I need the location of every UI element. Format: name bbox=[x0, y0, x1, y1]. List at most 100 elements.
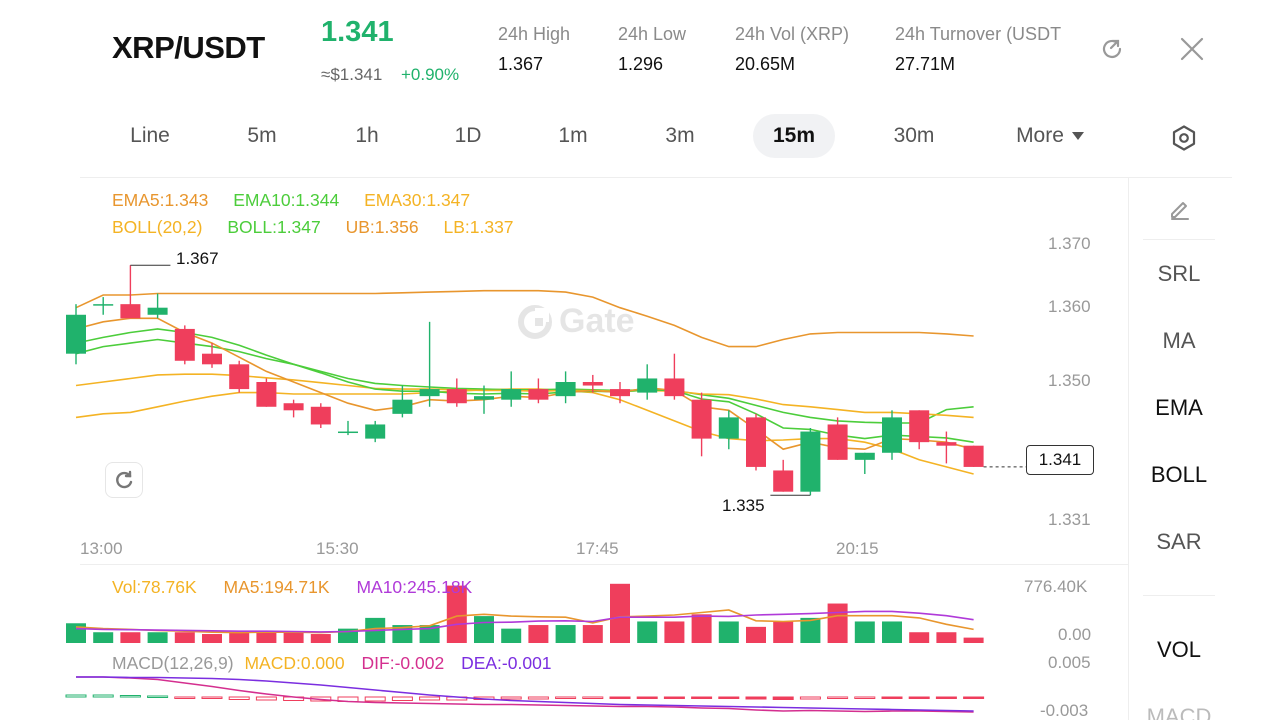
candle-body bbox=[392, 399, 413, 414]
pencil-icon[interactable] bbox=[1162, 192, 1198, 226]
macd-hist-bar bbox=[963, 696, 985, 699]
tab-1d[interactable]: 1D bbox=[454, 124, 482, 147]
macd-hist-bar bbox=[854, 696, 876, 699]
candle-body bbox=[174, 328, 195, 361]
sidebar-item-ema[interactable]: EMA bbox=[1155, 395, 1203, 420]
candle-body bbox=[773, 470, 794, 492]
ema10-line bbox=[75, 328, 974, 443]
caret-down-icon bbox=[1071, 132, 1084, 140]
boll-ub-line bbox=[75, 289, 974, 348]
candle-body bbox=[446, 389, 467, 404]
vol-ma5-line bbox=[75, 609, 974, 634]
candle-body bbox=[66, 314, 86, 354]
tab-line[interactable]: Line bbox=[130, 124, 170, 147]
candle-body bbox=[827, 424, 848, 460]
tabs-divider bbox=[80, 177, 1232, 178]
macd-hist-bar bbox=[119, 695, 141, 698]
volume-bar bbox=[800, 617, 821, 643]
candle-body bbox=[501, 389, 522, 400]
candle-body bbox=[909, 410, 930, 443]
macd-dea-line bbox=[76, 676, 974, 712]
price-change: +0.90% bbox=[401, 65, 460, 84]
price-tick: 1.360 bbox=[1048, 297, 1091, 316]
candle-body bbox=[664, 378, 685, 397]
macd-hist-bar bbox=[881, 696, 903, 699]
more-label: More bbox=[1016, 124, 1064, 147]
candle-body bbox=[746, 417, 766, 467]
macd-hist-bar bbox=[65, 694, 87, 698]
candle-body bbox=[474, 396, 494, 400]
macd-hist-bar bbox=[582, 696, 604, 699]
sidebar-item-srl[interactable]: SRL bbox=[1157, 261, 1201, 286]
stat-vol-value: 20.65M bbox=[735, 54, 796, 74]
stat-turnover-value: 27.71M bbox=[895, 54, 956, 74]
reset-chart-button[interactable] bbox=[105, 462, 143, 498]
tab-1m[interactable]: 1m bbox=[558, 124, 588, 147]
settings-icon[interactable] bbox=[1166, 120, 1202, 156]
volume-bar bbox=[147, 632, 168, 643]
macd-hist-bar bbox=[691, 696, 713, 699]
macd-hist-bar bbox=[935, 696, 957, 699]
tab-1h[interactable]: 1h bbox=[355, 124, 379, 147]
macd-hist-bar bbox=[827, 696, 849, 699]
gate-logo-icon bbox=[518, 304, 552, 339]
volume-bar bbox=[310, 634, 331, 643]
ema10-label: EMA10:1.344 bbox=[233, 190, 340, 210]
candle-body bbox=[528, 389, 549, 400]
macd-value-label: MACD:0.000 bbox=[244, 653, 345, 673]
tab-30m[interactable]: 30m bbox=[893, 124, 935, 147]
volume-bar bbox=[854, 621, 875, 643]
candle-body bbox=[338, 431, 358, 434]
sidebar-item-vol[interactable]: VOL bbox=[1156, 637, 1202, 662]
volume-bar bbox=[528, 625, 549, 643]
sidebar-item-macd[interactable]: MACD bbox=[1146, 704, 1212, 720]
candle-body bbox=[637, 378, 658, 393]
tab-3m[interactable]: 3m bbox=[665, 124, 695, 147]
close-icon[interactable] bbox=[1176, 33, 1208, 65]
candle-body bbox=[202, 353, 222, 365]
sidebar-item-boll[interactable]: BOLL bbox=[1150, 462, 1208, 487]
share-icon[interactable] bbox=[1096, 33, 1128, 65]
volume-bar bbox=[936, 632, 957, 643]
volume-bar bbox=[909, 632, 930, 643]
candle-body bbox=[854, 452, 875, 460]
macd-title: MACD(12,26,9) bbox=[112, 653, 234, 673]
volume-bar bbox=[501, 628, 522, 643]
candle-body bbox=[256, 382, 277, 407]
candle-body bbox=[555, 382, 576, 397]
price-tick: 1.350 bbox=[1048, 371, 1091, 390]
ema5-line bbox=[75, 317, 974, 451]
sidebar-divider bbox=[1128, 178, 1129, 720]
candle-body bbox=[365, 424, 386, 439]
candle-body bbox=[936, 442, 957, 446]
tab-more[interactable]: More bbox=[1002, 114, 1098, 158]
volume-bar bbox=[773, 621, 794, 643]
volume-bar bbox=[120, 632, 141, 643]
macd-hist-bar bbox=[364, 696, 386, 702]
volume-bar bbox=[256, 632, 277, 643]
sidebar-separator bbox=[1143, 239, 1215, 240]
high-marker-label: 1.367 bbox=[176, 249, 219, 268]
ema5-label: EMA5:1.343 bbox=[112, 190, 209, 210]
volume-max-tick: 776.40K bbox=[1024, 577, 1088, 596]
tab-5m[interactable]: 5m bbox=[247, 124, 277, 147]
sidebar-item-ma[interactable]: MA bbox=[1162, 328, 1196, 353]
dea-label: DEA:-0.001 bbox=[461, 653, 552, 673]
macd-min-tick: -0.003 bbox=[1040, 701, 1089, 720]
macd-hist-bar bbox=[555, 696, 577, 699]
macd-hist-bar bbox=[174, 696, 196, 699]
macd-hist-bar bbox=[201, 696, 223, 699]
vol-label: Vol:78.76K bbox=[112, 577, 197, 597]
ema30-line bbox=[75, 373, 974, 419]
stat-low-label: 24h Low bbox=[618, 24, 687, 44]
volume-bar bbox=[446, 585, 467, 643]
vol-ma10-label: MA10:245.18K bbox=[356, 577, 473, 597]
tab-15m[interactable]: 15m bbox=[753, 114, 835, 158]
boll-label: BOLL(20,2) bbox=[112, 217, 203, 237]
sidebar-item-sar[interactable]: SAR bbox=[1156, 529, 1202, 554]
vol-ma5-label: MA5:194.71K bbox=[223, 577, 330, 597]
macd-hist-bar bbox=[799, 696, 821, 700]
volume-bar bbox=[963, 637, 984, 643]
candle-body bbox=[419, 389, 440, 397]
